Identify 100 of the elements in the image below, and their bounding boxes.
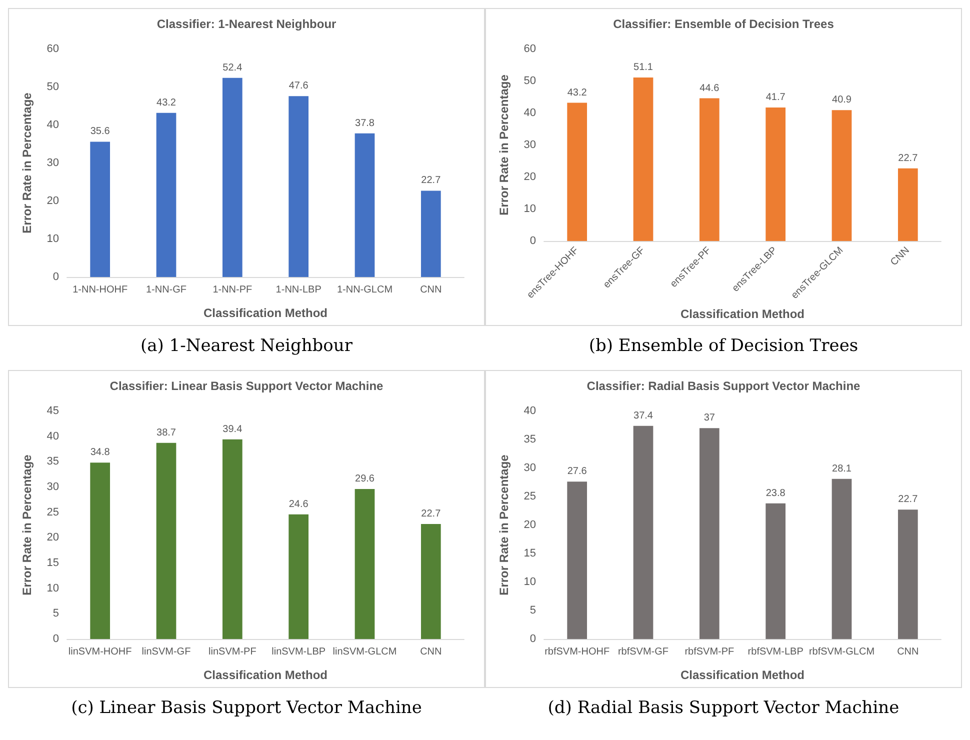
bar <box>420 524 441 639</box>
y-tick-label: 25 <box>524 490 536 502</box>
data-label: 22.7 <box>421 175 442 186</box>
y-tick-label: 10 <box>524 576 536 588</box>
y-tick-label: 20 <box>46 195 59 207</box>
y-tick-label: 5 <box>52 608 59 620</box>
data-label: 37.4 <box>634 410 654 422</box>
bar <box>222 439 242 639</box>
data-label: 34.8 <box>90 447 110 458</box>
data-label: 23.8 <box>766 488 786 499</box>
data-label: 47.6 <box>288 80 309 92</box>
data-label: 22.7 <box>898 494 918 506</box>
y-tick-label: 30 <box>524 138 536 151</box>
y-tick-label: 60 <box>524 43 536 55</box>
bar <box>766 503 786 639</box>
data-label: 27.6 <box>567 466 588 478</box>
y-tick-label: 50 <box>46 81 59 93</box>
x-tick-label: linSVM-GF <box>142 646 191 658</box>
data-label: 52.4 <box>222 62 243 74</box>
y-tick-label: 0 <box>52 271 59 283</box>
bar <box>90 462 110 639</box>
y-tick-label: 25 <box>46 506 59 518</box>
data-label: 51.1 <box>634 62 654 73</box>
y-tick-label: 0 <box>52 633 59 645</box>
x-tick-label: 1-NN-LBP <box>276 284 322 296</box>
bar <box>832 110 852 241</box>
x-tick-label: rbfSVM-GLCM <box>808 646 875 658</box>
y-tick-label: 35 <box>524 434 536 446</box>
y-axis-title: Error Rate in Percentage <box>20 454 34 596</box>
bar <box>633 77 654 241</box>
bar <box>288 96 309 277</box>
x-tick-label: CNN <box>897 646 919 658</box>
bar <box>90 142 110 277</box>
data-label: 39.4 <box>222 424 243 435</box>
y-tick-label: 50 <box>524 74 536 87</box>
chart-title: Classifier: Ensemble of Decision Trees <box>613 17 834 31</box>
y-axis-title: Error Rate in Percentage <box>497 454 511 596</box>
y-tick-label: 10 <box>46 233 59 245</box>
chart-title: Classifier: Radial Basis Support Vector Machine <box>586 379 861 393</box>
x-axis-title: Classification Method <box>203 306 328 320</box>
x-tick-label: rbfSVM-HOHF <box>544 646 610 658</box>
y-tick-label: 60 <box>46 43 59 55</box>
bar <box>699 428 720 639</box>
data-label: 44.6 <box>700 82 720 94</box>
data-label: 28.1 <box>832 463 852 474</box>
y-tick-label: 20 <box>524 519 536 531</box>
y-tick-label: 40 <box>524 106 536 119</box>
data-label: 35.6 <box>90 126 110 138</box>
bar <box>222 78 242 277</box>
y-tick-label: 30 <box>524 462 536 474</box>
bar <box>898 510 918 639</box>
chart-title: Classifier: Linear Basis Support Vector Machine <box>110 379 384 393</box>
y-tick-label: 0 <box>530 234 536 247</box>
y-tick-label: 20 <box>524 170 536 183</box>
bar <box>766 108 786 241</box>
bar <box>156 112 176 277</box>
chart-title: Classifier: 1-Nearest Neighbour <box>156 17 337 31</box>
x-tick-label: linSVM-GLCM <box>332 646 397 658</box>
data-label: 38.7 <box>156 427 176 438</box>
bar <box>567 102 588 241</box>
y-tick-label: 5 <box>530 604 536 616</box>
x-tick-label: CNN <box>420 284 442 296</box>
x-axis-title: Classification Method <box>680 668 805 682</box>
data-label: 40.9 <box>832 94 852 106</box>
y-tick-label: 15 <box>46 557 59 569</box>
data-label: 37.8 <box>355 118 375 129</box>
x-tick-label: rbfSVM-PF <box>684 646 734 658</box>
x-axis-title: Classification Method <box>680 307 805 321</box>
bar <box>354 489 375 639</box>
bar <box>156 442 176 639</box>
y-tick-label: 30 <box>46 481 59 493</box>
data-label: 43.2 <box>156 97 176 108</box>
text: (d) Radial Basis Support Vector Machine <box>546 698 900 718</box>
y-tick-label: 10 <box>46 582 59 594</box>
y-tick-label: 40 <box>46 119 59 131</box>
y-tick-label: 45 <box>46 405 59 417</box>
y-tick-label: 40 <box>46 430 59 442</box>
data-label: 43.2 <box>567 87 588 98</box>
data-label: 41.7 <box>766 92 786 104</box>
text: (a) 1-Nearest Neighbour <box>140 336 354 356</box>
bar <box>288 514 309 639</box>
text: (c) Linear Basis Support Vector Machine <box>70 698 423 718</box>
y-axis-title: Error Rate in Percentage <box>497 74 511 216</box>
y-tick-label: 35 <box>46 456 59 468</box>
x-tick-label: 1-NN-GLCM <box>336 284 393 296</box>
x-tick-label: 1-NN-HOHF <box>72 284 128 296</box>
y-tick-label: 30 <box>46 157 59 169</box>
bar <box>567 482 588 639</box>
bar <box>832 478 852 639</box>
bar <box>354 133 375 277</box>
x-tick-label: 1-NN-PF <box>212 284 252 296</box>
x-tick-label: rbfSVM-GF <box>618 646 669 658</box>
data-label: 22.7 <box>421 508 442 520</box>
bar <box>699 98 720 241</box>
x-tick-label: rbfSVM-LBP <box>748 646 804 658</box>
bar <box>633 426 654 639</box>
y-tick-label: 0 <box>530 633 536 645</box>
data-label: 37 <box>704 412 716 424</box>
y-tick-label: 15 <box>524 548 536 560</box>
x-tick-label: linSVM-PF <box>208 646 256 658</box>
